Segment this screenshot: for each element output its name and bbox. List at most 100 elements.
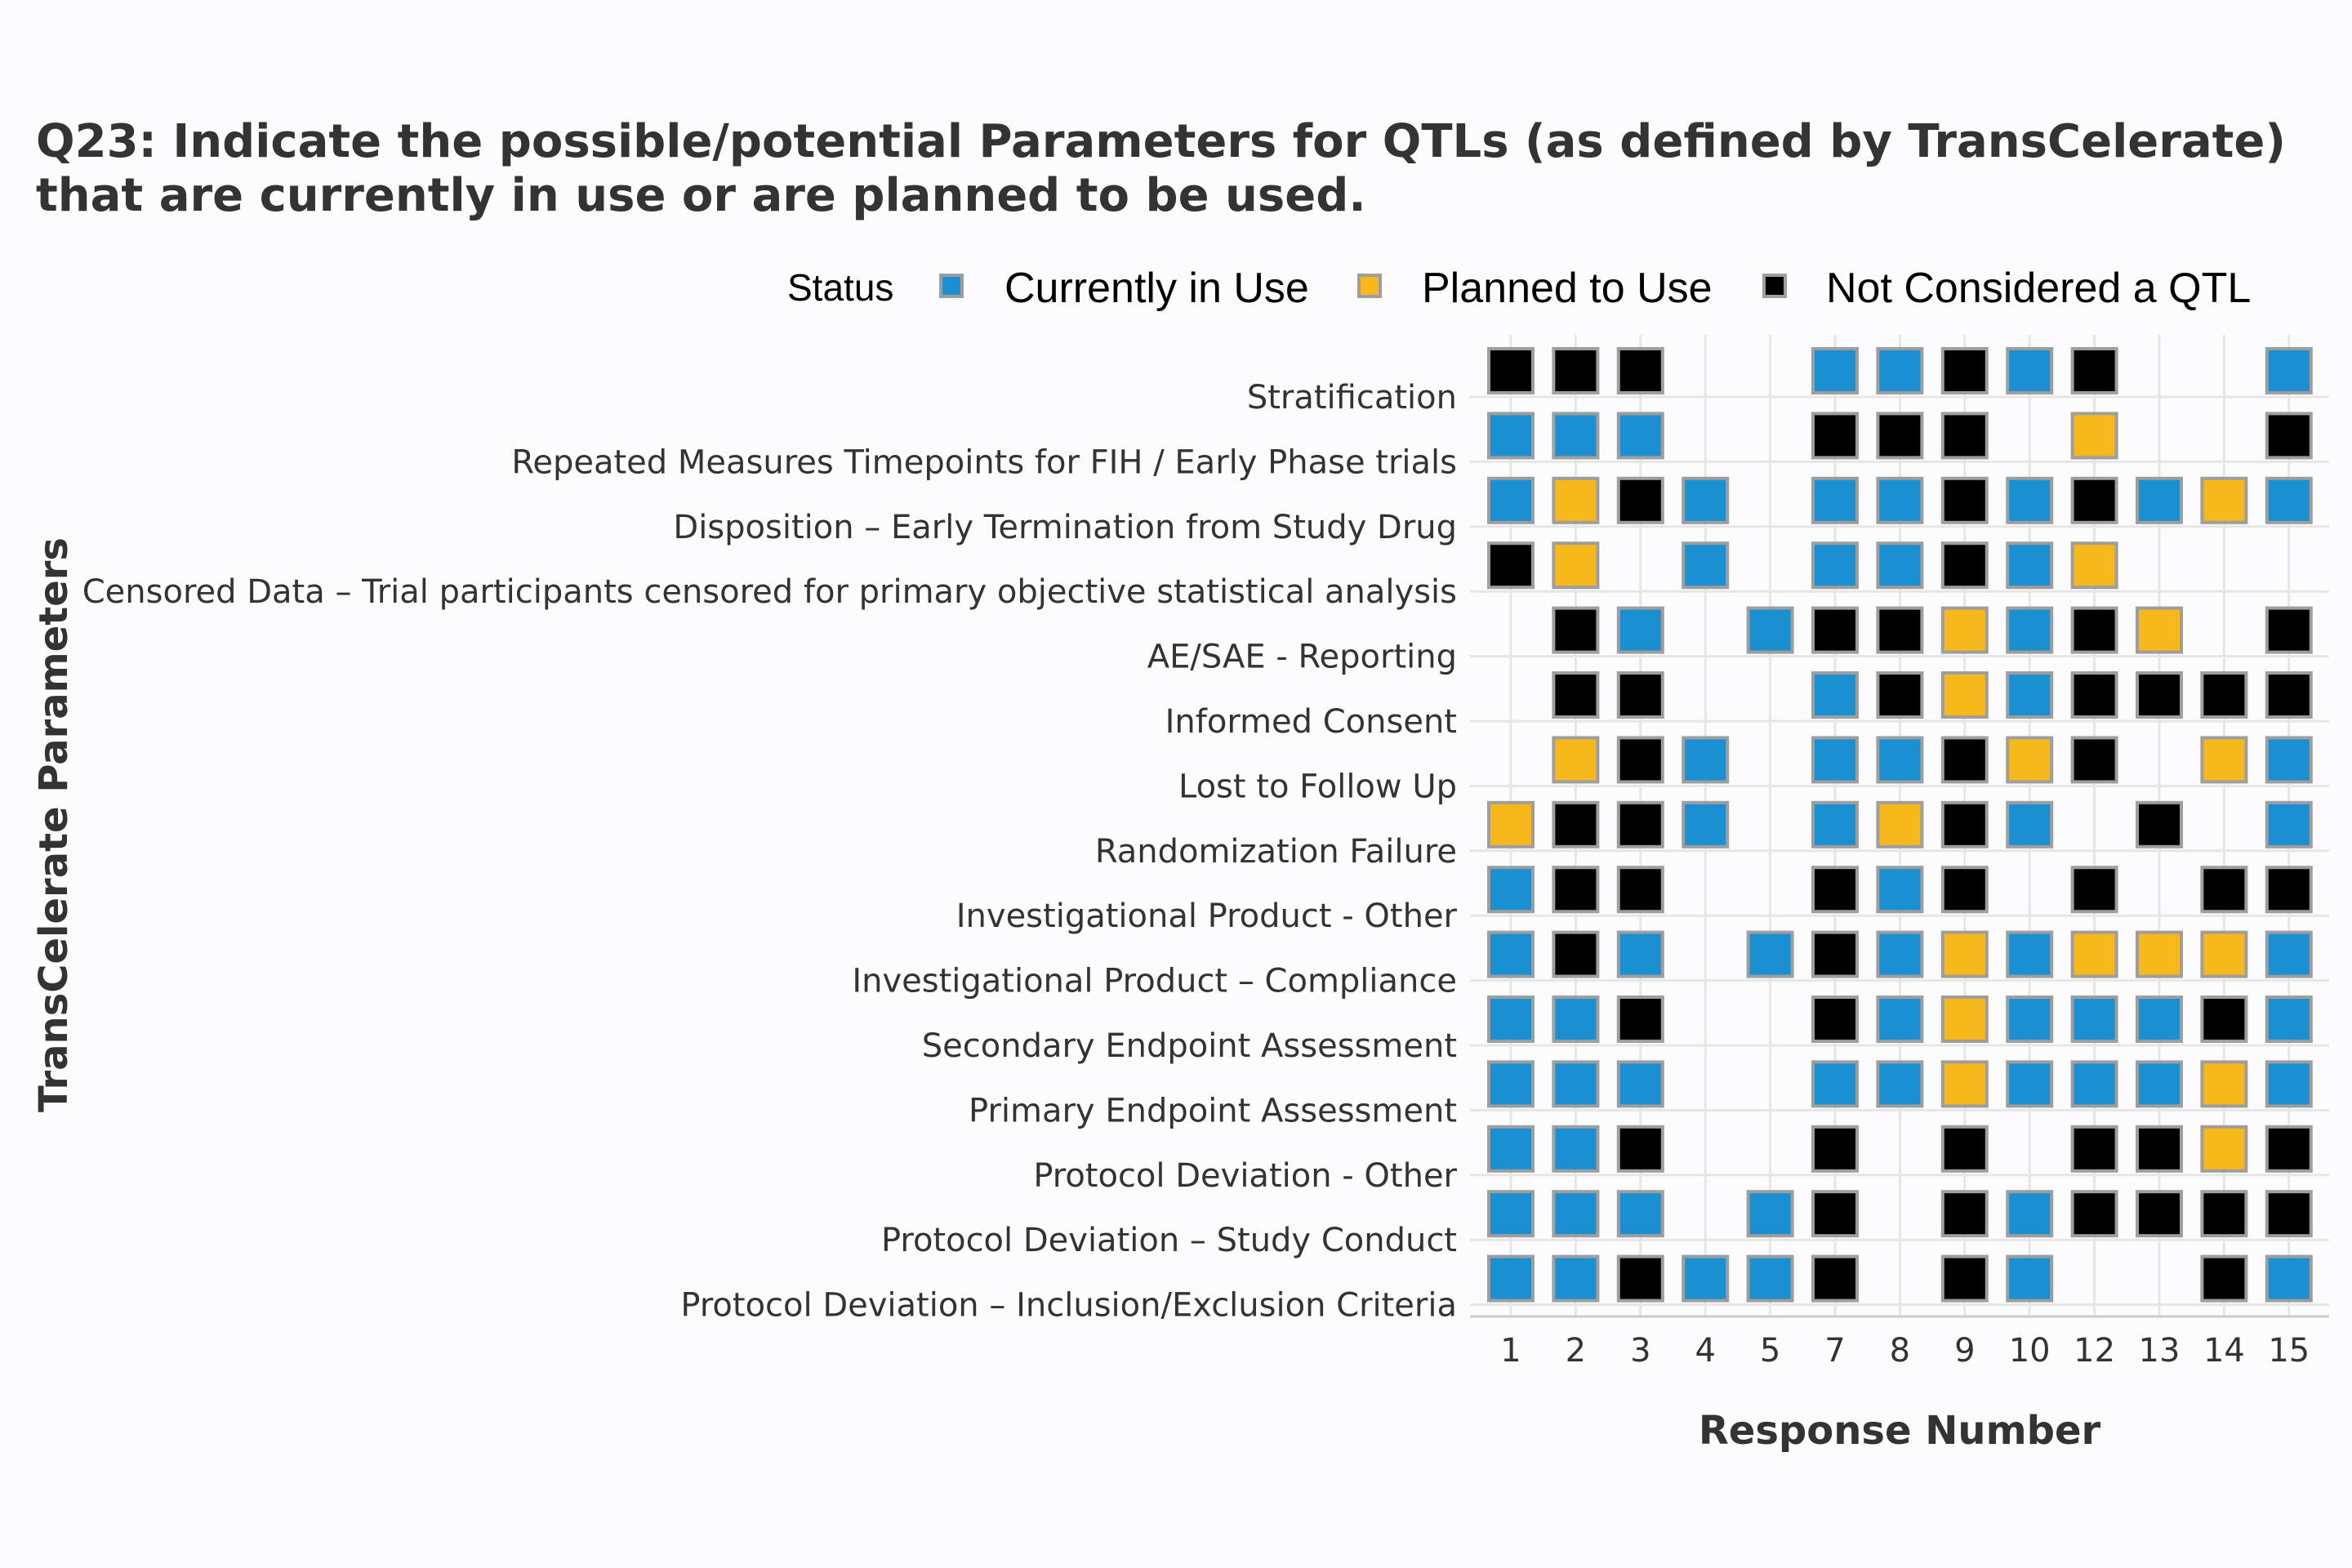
status-cell: [2006, 541, 2054, 590]
status-cell: [1940, 541, 1989, 590]
status-cell: [2136, 930, 2183, 978]
x-tick-label: 9: [1954, 1332, 1975, 1370]
status-cell: [1616, 736, 1664, 784]
status-cell: [1487, 347, 1535, 394]
status-cell: [1746, 1254, 1794, 1303]
y-tick-label: Investigational Product – Compliance: [852, 963, 1457, 1000]
status-cell: [1940, 606, 1989, 654]
y-axis-title: TransCelerate Parameters: [31, 537, 77, 1112]
status-cell: [1811, 1190, 1859, 1238]
status-cell: [1552, 476, 1600, 524]
status-cell: [1811, 541, 1859, 590]
status-cell: [1552, 347, 1600, 394]
plot-cells: [1487, 347, 2313, 1303]
status-cell: [1876, 671, 1924, 719]
status-cell: [2006, 476, 2054, 524]
status-cell: [1876, 736, 1924, 784]
status-cell: [1487, 1060, 1535, 1108]
status-cell: [1487, 800, 1535, 849]
status-cell: [2265, 347, 2313, 394]
status-cell: [2200, 1190, 2248, 1238]
status-cell: [1552, 1060, 1600, 1108]
status-cell: [2070, 606, 2118, 654]
status-cell: [1616, 671, 1664, 719]
status-cell: [1811, 606, 1859, 654]
status-cell: [1876, 412, 1924, 460]
y-tick-label: Protocol Deviation – Inclusion/Exclusion…: [680, 1287, 1457, 1325]
status-cell: [2265, 606, 2313, 654]
status-cell: [1811, 1125, 1859, 1173]
chart-title-line-2: that are currently in use or are planned…: [36, 169, 1366, 222]
status-cell: [1487, 1125, 1535, 1173]
status-cell: [2136, 996, 2183, 1043]
status-cell: [2200, 1254, 2248, 1303]
status-cell: [1552, 1254, 1600, 1303]
status-cell: [1552, 736, 1600, 784]
status-cell: [2006, 1254, 2054, 1303]
x-tick-label: 15: [2268, 1332, 2310, 1370]
status-cell: [1552, 541, 1600, 590]
status-cell: [1616, 347, 1664, 394]
x-axis-tick-labels: 1 2 3 4 5 7 8 9 10 12 13 14 15: [1500, 1332, 2310, 1370]
status-cell: [2070, 541, 2118, 590]
status-cell: [1940, 1254, 1989, 1303]
status-cell: [2006, 996, 2054, 1043]
status-cell: [1487, 996, 1535, 1043]
status-cell: [1487, 866, 1535, 914]
status-cell: [1876, 476, 1924, 524]
status-cell: [2006, 671, 2054, 719]
status-cell: [1876, 866, 1924, 914]
status-cell: [2136, 800, 2183, 849]
x-tick-label: 5: [1760, 1332, 1780, 1370]
status-cell: [1811, 476, 1859, 524]
status-cell: [1746, 930, 1794, 978]
status-cell: [1811, 866, 1859, 914]
status-cell: [1876, 996, 1924, 1043]
status-cell: [2006, 800, 2054, 849]
status-cell: [1487, 476, 1535, 524]
x-tick-label: 8: [1890, 1332, 1910, 1370]
status-cell: [1811, 930, 1859, 978]
status-cell: [1940, 412, 1989, 460]
status-cell: [1616, 412, 1664, 460]
x-tick-label: 14: [2203, 1332, 2245, 1370]
status-cell: [1811, 671, 1859, 719]
y-tick-label: Censored Data – Trial participants censo…: [82, 573, 1457, 611]
y-tick-label: Disposition – Early Termination from Stu…: [673, 509, 1457, 546]
status-cell: [1876, 541, 1924, 590]
status-cell: [2265, 1125, 2313, 1173]
status-cell: [2136, 606, 2183, 654]
status-cell: [1811, 800, 1859, 849]
status-cell: [2070, 347, 2118, 394]
status-cell: [1940, 671, 1989, 719]
status-cell: [1940, 1125, 1989, 1173]
x-tick-label: 12: [2074, 1332, 2115, 1370]
status-cell: [2070, 736, 2118, 784]
status-cell: [1940, 476, 1989, 524]
status-cell: [1940, 930, 1989, 978]
status-cell: [1487, 930, 1535, 978]
status-cell: [2265, 476, 2313, 524]
status-cell: [1746, 1190, 1794, 1238]
x-tick-label: 3: [1630, 1332, 1650, 1370]
status-cell: [2006, 1190, 2054, 1238]
x-axis-title: Response Number: [1699, 1408, 2101, 1454]
status-cell: [1616, 1254, 1664, 1303]
y-tick-label: AE/SAE - Reporting: [1147, 639, 1457, 676]
chart-title-line-1: Q23: Indicate the possible/potential Par…: [36, 115, 2286, 168]
y-tick-label: Repeated Measures Timepoints for FIH / E…: [511, 443, 1457, 481]
status-cell: [1552, 1125, 1600, 1173]
legend-swatch-not-considered: [1762, 274, 1787, 298]
status-cell: [1876, 347, 1924, 394]
status-cell: [1552, 866, 1600, 914]
status-cell: [2136, 1190, 2183, 1238]
status-cell: [2006, 736, 2054, 784]
status-cell: [1682, 800, 1730, 849]
status-cell: [2006, 1060, 2054, 1108]
status-cell: [1746, 606, 1794, 654]
status-cell: [1616, 606, 1664, 654]
status-cell: [1811, 996, 1859, 1043]
y-tick-label: Investigational Product - Other: [956, 898, 1458, 935]
status-cell: [1682, 541, 1730, 590]
